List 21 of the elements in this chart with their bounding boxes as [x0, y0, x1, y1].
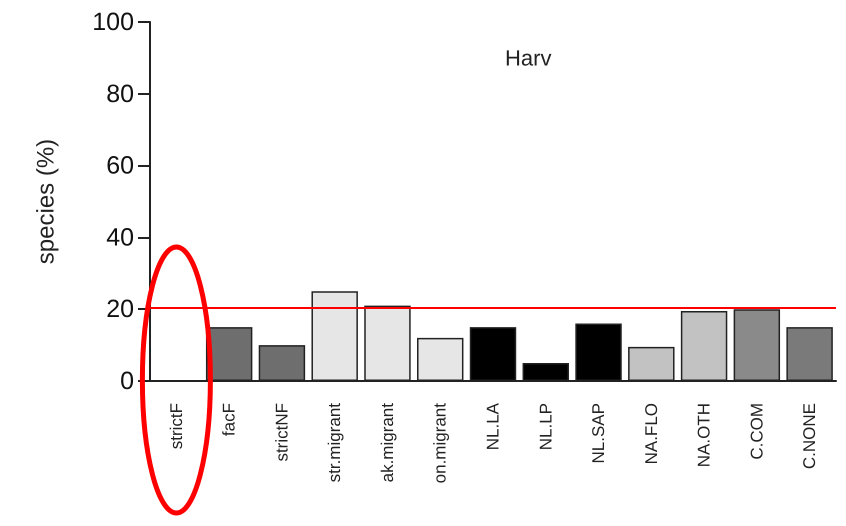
- x-tick-label: NA.FLO: [642, 403, 661, 464]
- x-tick-label: facF: [220, 403, 239, 436]
- x-tick-label: on.migrant: [430, 402, 450, 484]
- x-tick-label: str.migrant: [325, 402, 344, 482]
- y-axis-title: species (%): [32, 138, 60, 264]
- y-tick-label: 60: [106, 152, 134, 180]
- x-tick-label: NL.LP: [536, 403, 556, 450]
- y-tick-label: 20: [106, 295, 134, 324]
- y-tick-label: 100: [92, 8, 134, 36]
- x-tick-label: strictF: [166, 403, 186, 450]
- x-tick-label: ak.migrant: [378, 402, 397, 482]
- y-tick-label: 80: [106, 80, 134, 108]
- x-tick-label: strictNF: [272, 403, 292, 462]
- x-tick-label: NA.OTH: [694, 403, 714, 468]
- x-tick-label: C.NONE: [800, 403, 820, 470]
- y-tick-label: 0: [120, 367, 134, 395]
- x-tick-label: C.COM: [747, 403, 766, 460]
- text: Harv: [505, 46, 552, 70]
- y-tick-label: 40: [106, 223, 134, 252]
- x-tick-label: NL.SAP: [589, 403, 608, 464]
- x-tick-label: NL.LA: [484, 402, 502, 450]
